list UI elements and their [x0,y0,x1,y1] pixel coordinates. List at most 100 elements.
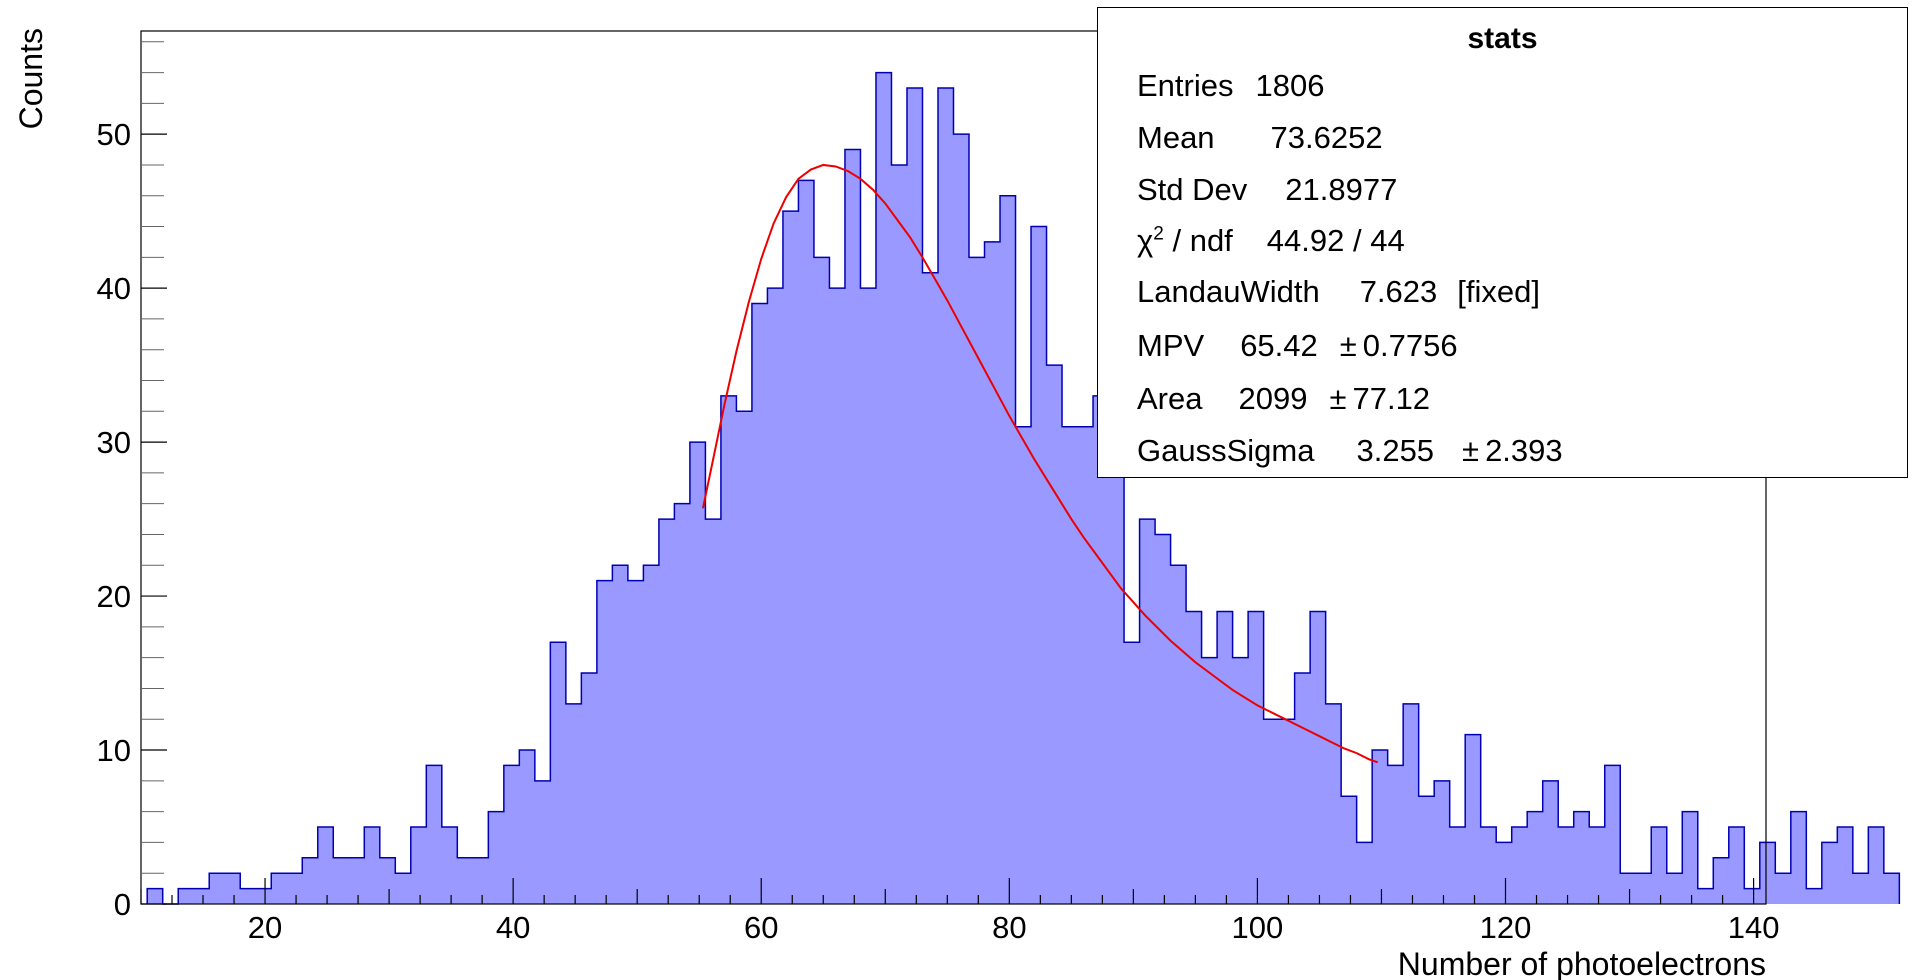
histogram-bar [1418,796,1435,904]
histogram-bar [565,703,582,904]
histogram-bar [1666,873,1683,904]
histogram-bar [503,765,520,904]
histogram-bars [147,72,1900,905]
histogram-bar [1372,750,1388,904]
histogram-bar [689,442,706,904]
histogram-bar [410,827,427,904]
chi-superscript: 2 [1153,223,1164,245]
x-tick-label: 100 [1232,910,1284,945]
histogram-bar [1790,811,1807,904]
histogram-bar [224,873,241,904]
stats-error: 2.393 [1485,433,1563,468]
histogram-bar [286,873,303,904]
y-axis-ticks: 0 10 20 30 40 50 [97,41,167,922]
histogram-bar [1883,873,1900,904]
histogram-bar [1000,195,1016,904]
histogram-bar [1139,519,1156,904]
stats-label: LandauWidth [1137,274,1320,309]
histogram-bar [1527,811,1544,904]
stats-label: Std Dev [1137,172,1248,207]
plus-minus: ± [1462,433,1480,468]
histogram-bar [271,873,288,904]
x-tick-label: 80 [992,910,1026,945]
histogram-bar [1248,611,1264,904]
y-tick-label: 20 [97,579,131,614]
histogram-bar [1728,827,1745,904]
histogram-bar [1620,873,1637,904]
stats-label: MPV [1137,328,1205,363]
histogram-bar [1852,873,1869,904]
histogram-bar [1201,657,1218,904]
stats-value: 2099 [1238,381,1308,416]
stats-value: 73.6252 [1270,120,1383,155]
stats-row-entries: Entries 1806 [1137,68,1324,104]
histogram-bar [1682,811,1699,904]
histogram-bar [519,750,536,904]
histogram-bar [658,519,675,904]
histogram-bar [798,180,815,904]
y-tick-label: 30 [97,425,131,460]
histogram-bar [1155,534,1171,904]
histogram-bar [379,857,396,904]
histogram-bar [472,857,489,904]
y-tick-label: 50 [97,117,131,152]
histogram-bar [1434,780,1450,904]
histogram-bar [1263,719,1280,904]
stats-value: 44.92 / 44 [1266,223,1405,258]
histogram-bar [1170,565,1187,904]
histogram-bar [844,149,861,905]
histogram-bar [364,827,381,904]
histogram-bar [1480,827,1497,904]
histogram-bar [1217,611,1233,904]
histogram-bar [1077,426,1094,904]
histogram-bar [1759,842,1776,904]
stats-title: stats [1467,22,1538,55]
histogram-bar [488,811,505,904]
histogram-bar [767,288,784,905]
stats-row-gausssigma: GaussSigma 3.255 ±2.393 [1137,433,1563,469]
histogram-bar [1279,719,1295,904]
histogram-bar [1325,703,1342,904]
stats-row-area: Area 2099 ±77.12 [1137,381,1430,417]
histogram-bar [596,580,613,904]
histogram-bar [937,87,954,904]
stats-box: stats Entries 1806 Mean 73.6252 Std Dev 21.… [1097,7,1908,478]
histogram-bar [1232,657,1249,904]
histogram-bar [534,780,551,904]
histogram-bar [1868,827,1885,904]
stats-row-mean: Mean 73.6252 [1137,120,1383,156]
histogram-bar [906,87,923,904]
stats-row-stddev: Std Dev 21.8977 [1137,172,1397,208]
histogram-bar [1573,811,1590,904]
histogram-bar [1031,226,1047,905]
histogram-outline [146,71,1901,905]
histogram-bar [209,873,226,904]
histogram-bar [1356,842,1373,904]
stats-label: Area [1137,381,1203,416]
histogram-bar [1294,673,1311,904]
histogram-bar [193,888,210,904]
histogram-bar [1651,827,1668,904]
histogram-bar [348,857,365,904]
histogram-bar [1713,857,1730,904]
histogram-bar [627,580,644,904]
histogram-bar [255,888,272,904]
y-tick-label: 40 [97,271,131,306]
x-tick-label: 140 [1728,910,1780,945]
histogram-bar [1821,842,1838,904]
stats-row-mpv: MPV 65.42 ±0.7756 [1137,328,1458,364]
y-axis-label: Counts [13,28,49,129]
histogram-bar [891,164,908,904]
histogram-bar [147,888,164,904]
histogram-bar [1186,611,1202,904]
stats-value: 21.8977 [1285,172,1398,207]
stats-label: GaussSigma [1137,433,1315,468]
stats-value: 65.42 [1240,328,1318,363]
histogram-bar [643,565,660,904]
histogram-bar [1511,827,1528,904]
histogram-bar [317,827,334,904]
stats-value: 7.623 [1359,274,1438,309]
plus-minus: ± [1329,381,1347,416]
histogram-bar [240,888,257,904]
histogram-bar [782,211,799,905]
